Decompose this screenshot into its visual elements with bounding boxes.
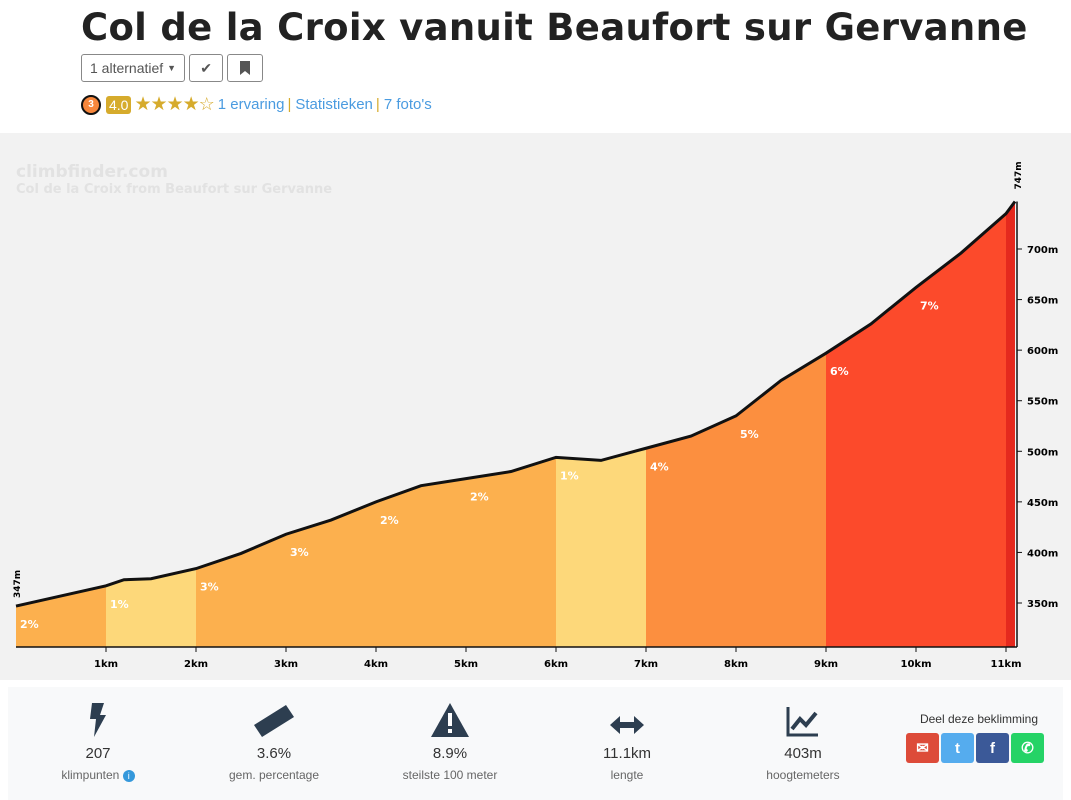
facebook-icon: f [990,739,995,757]
y-tick-label: 550m [1027,397,1058,408]
x-tick-label: 1km [94,659,118,670]
y-tick-label: 700m [1027,245,1058,256]
grade-label: 1% [560,469,579,482]
grade-label: 2% [470,491,489,504]
x-tick-label: 3km [274,659,298,670]
grade-segment [16,201,107,647]
twitter-icon: t [955,739,960,757]
end-elevation-label: 747m [1014,161,1024,189]
caret-down-icon: ▼ [167,63,177,73]
share-section: Deel deze beklimming ✉ t f ✆ [906,712,1052,763]
grade-label: 3% [290,546,309,559]
star-rating: ★★★★☆ [134,94,214,115]
grade-segment [196,201,287,647]
grade-label: 2% [20,618,39,631]
share-email-button[interactable]: ✉ [906,733,939,763]
arrows-h-icon [610,716,644,734]
difficulty-badge: 3 [81,94,101,115]
grade-label: 2% [380,514,399,527]
start-elevation-label: 347m [13,570,23,598]
elevation-profile-chart: climbfinder.com Col de la Croix from Bea… [0,133,1071,680]
warning-icon [431,703,469,737]
y-tick-label: 500m [1027,447,1058,458]
watermark: climbfinder.com [16,162,168,182]
y-tick-label: 600m [1027,346,1058,357]
x-tick-label: 2km [184,659,208,670]
statistics-link[interactable]: Statistieken [295,96,373,113]
stat-elevation-gain: 403m hoogtemeters [713,687,893,782]
bookmark-icon [240,61,251,75]
grade-segment [916,201,1007,647]
y-tick-label: 450m [1027,498,1058,509]
x-tick-label: 10km [901,659,932,670]
info-icon[interactable]: i [122,770,135,782]
stat-climb-points: 207 klimpunten i [8,687,188,782]
experiences-link[interactable]: 1 ervaring [217,96,285,113]
profile-svg: climbfinder.com Col de la Croix from Bea… [13,161,1058,670]
grade-segment [1006,201,1015,647]
grade-segment [646,201,737,647]
bolt-icon [90,703,106,737]
ruler-icon [254,705,294,737]
check-icon: ✔ [200,59,212,76]
stat-steepest: 8.9% steilste 100 meter [360,687,540,782]
email-icon: ✉ [916,740,929,757]
chart-subtitle: Col de la Croix from Beaufort sur Gervan… [16,182,332,197]
grade-label: 1% [110,598,129,611]
grade-segment [556,201,647,647]
share-facebook-button[interactable]: f [976,733,1009,763]
page-title: Col de la Croix vanuit Beaufort sur Gerv… [81,6,1028,49]
photos-link[interactable]: 7 foto's [383,96,432,113]
chart-line-icon [786,707,818,737]
profile-line [15,200,1017,608]
grade-label: 7% [920,299,939,312]
done-button[interactable]: ✔ [189,54,224,82]
stat-avg-grade: 3.6% gem. percentage [184,687,364,782]
y-tick-label: 350m [1027,599,1058,610]
grade-segment [826,201,917,647]
grade-segment [286,201,377,647]
x-tick-label: 7km [634,659,658,670]
share-whatsapp-button[interactable]: ✆ [1011,733,1044,763]
rating-score: 4.0 [106,95,132,114]
whatsapp-icon: ✆ [1021,740,1034,757]
y-tick-label: 650m [1027,296,1058,307]
grade-segment [106,201,197,647]
grade-label: 4% [650,460,669,473]
x-tick-label: 11km [991,659,1022,670]
stat-length: 11.1km lengte [537,687,717,782]
grade-segment [736,201,827,647]
x-tick-label: 4km [364,659,388,670]
x-tick-label: 5km [454,659,478,670]
grade-label: 6% [830,365,849,378]
alternatives-dropdown[interactable]: 1 alternatief ▼ [81,54,186,82]
x-tick-label: 9km [814,659,838,670]
grade-segment [466,201,557,647]
x-tick-label: 6km [544,659,568,670]
stats-panel: 207 klimpunten i 3.6% gem. percentage 8.9… [8,687,1063,800]
y-tick-label: 400m [1027,548,1058,559]
grade-segment [376,201,467,647]
grade-label: 3% [200,581,219,594]
share-twitter-button[interactable]: t [941,733,974,763]
x-tick-label: 8km [724,659,748,670]
bookmark-button[interactable] [227,54,264,82]
grade-label: 5% [740,428,759,441]
